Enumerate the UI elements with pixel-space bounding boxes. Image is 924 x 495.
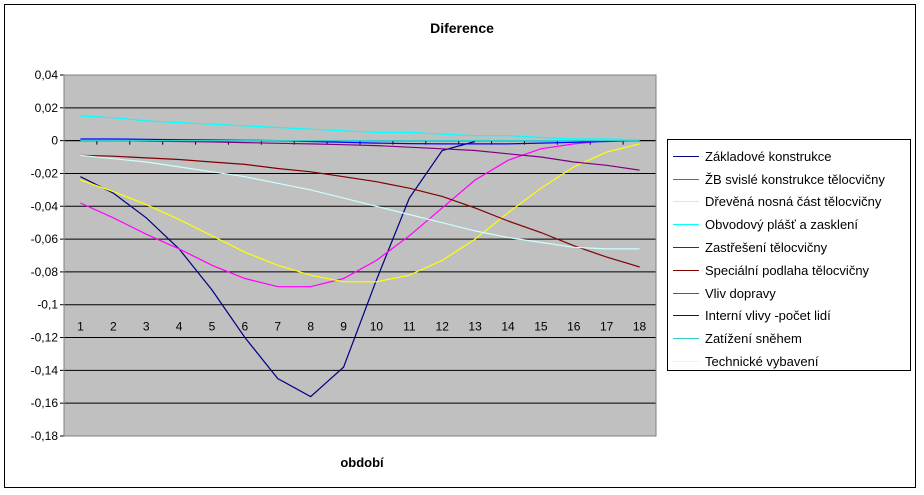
legend-label: Speciální podlaha tělocvičny	[705, 262, 870, 278]
x-tick-label: 9	[340, 320, 347, 334]
legend-swatch	[673, 315, 699, 317]
legend-swatch	[673, 224, 699, 226]
plot-border	[63, 74, 657, 437]
series-line-3	[80, 143, 640, 283]
legend-swatch	[673, 178, 699, 180]
legend-item: Zatížení sněhem	[668, 327, 910, 350]
y-tick-label: -0,06	[31, 232, 59, 246]
x-tick-label: 11	[403, 320, 416, 334]
x-tick-label: 12	[436, 320, 450, 334]
legend-label: Obvodový plášť a zasklení	[705, 217, 859, 233]
legend-item: Speciální podlaha tělocvičny	[668, 259, 910, 282]
legend-item: Základové konstrukce	[668, 145, 910, 168]
legend-label: Základové konstrukce	[705, 148, 832, 164]
chart-title: Diference	[430, 20, 494, 36]
x-tick-label: 18	[633, 320, 647, 334]
legend-label: Interní vlivy -počet lidí	[705, 308, 831, 324]
legend-swatch	[673, 338, 699, 340]
legend-swatch	[673, 201, 699, 203]
x-tick-label: 15	[534, 320, 548, 334]
legend-label: ŽB svislé konstrukce tělocvičny	[705, 171, 885, 187]
legend-item: Zastřešení tělocvičny	[668, 236, 910, 259]
legend-swatch	[673, 361, 699, 363]
y-tick-label: -0,1	[37, 298, 58, 312]
legend-item: Dřevěná nosná část tělocvičny	[668, 191, 910, 214]
series-line-6	[80, 154, 640, 268]
y-tick-label: -0,16	[31, 396, 59, 410]
series-line-10	[80, 154, 640, 250]
y-tick-label: -0,18	[31, 429, 59, 443]
x-tick-label: 17	[600, 320, 614, 334]
legend-item: ŽB svislé konstrukce tělocvičny	[668, 168, 910, 191]
y-tick-label: -0,08	[31, 265, 59, 279]
series-line-4	[80, 115, 640, 141]
y-tick-label: 0,02	[35, 101, 59, 115]
legend-item: Interní vlivy -počet lidí	[668, 305, 910, 328]
legend-label: Zastřešení tělocvičny	[705, 240, 828, 256]
legend-item: Vliv dopravy	[668, 282, 910, 305]
x-tick-label: 1	[77, 320, 84, 334]
y-tick-label: 0,04	[35, 68, 59, 82]
legend-label: Zatížení sněhem	[705, 331, 802, 347]
legend-swatch	[673, 269, 699, 271]
x-tick-label: 2	[110, 320, 117, 334]
x-axis-label: období	[340, 455, 384, 470]
legend-swatch	[673, 247, 699, 249]
x-tick-label: 6	[242, 320, 249, 334]
x-tick-label: 13	[468, 320, 482, 334]
legend-swatch	[673, 292, 699, 294]
y-tick-label: -0,12	[31, 331, 59, 345]
x-tick-label: 8	[307, 320, 314, 334]
legend: Základové konstrukce ŽB svislé konstrukce…	[667, 139, 911, 371]
series-line-5	[80, 140, 640, 171]
plot-area	[64, 75, 656, 436]
series-line-8	[80, 138, 640, 145]
series-line-2	[80, 140, 640, 288]
x-tick-label: 14	[501, 320, 515, 334]
y-tick-label: -0,14	[31, 363, 59, 377]
y-tick-label: -0,02	[31, 166, 59, 180]
legend-item: Technické vybavení	[668, 350, 910, 373]
series-line-1	[80, 140, 476, 398]
x-tick-label: 5	[209, 320, 216, 334]
y-tick-label: 0	[51, 134, 58, 148]
x-tick-label: 7	[274, 320, 281, 334]
legend-label: Dřevěná nosná část tělocvičny	[705, 194, 882, 210]
x-tick-label: 16	[567, 320, 581, 334]
legend-label: Vliv dopravy	[705, 285, 776, 301]
y-tick-label: -0,04	[31, 199, 59, 213]
x-tick-label: 3	[143, 320, 150, 334]
x-tick-label: 10	[370, 320, 384, 334]
legend-swatch	[673, 155, 699, 157]
legend-item: Obvodový plášť a zasklení	[668, 213, 910, 236]
legend-label: Technické vybavení	[705, 354, 819, 370]
x-tick-label: 4	[176, 320, 183, 334]
